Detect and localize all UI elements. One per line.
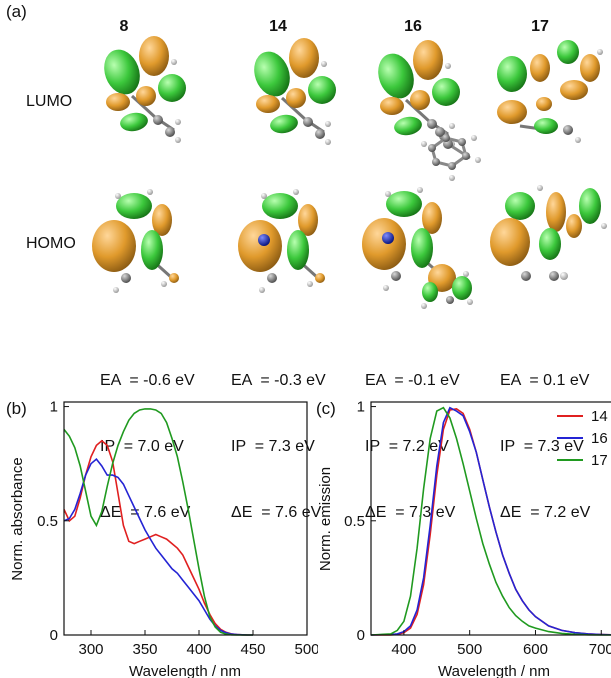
molecule-14-homo	[236, 187, 327, 295]
absorbance-series-line-1	[63, 439, 253, 636]
molecule-16-ea: EA = -0.1 eV	[365, 372, 460, 389]
molecule-8-lumo	[96, 34, 188, 145]
molecule-14-energies: EA = -0.3 eV IP = 7.3 eV ΔE = 7.6 eV	[231, 326, 326, 546]
orbital-renderings	[90, 34, 607, 309]
molecule-14-title: 14	[269, 18, 287, 35]
absorbance-plot-frame	[63, 401, 308, 636]
emission-x-tick-label: 400	[391, 641, 416, 658]
emission-series-line-17	[370, 406, 611, 636]
molecule-17-title: 17	[531, 18, 549, 35]
molecule-17-energies: EA = 0.1 eV IP = 7.3 eV ΔE = 7.2 eV	[500, 326, 590, 546]
panel-a-label: (a)	[6, 2, 27, 21]
molecule-17-ea: EA = 0.1 eV	[500, 372, 590, 389]
absorbance-x-tick-label: 450	[240, 641, 265, 658]
molecule-17-homo	[490, 185, 607, 281]
molecule-8-title: 8	[119, 18, 129, 35]
panel-b-label: (b)	[6, 399, 27, 418]
absorbance-y-tick-label: 0.5	[37, 513, 58, 530]
molecule-8-ea: EA = -0.6 eV	[100, 372, 195, 389]
absorbance-series-line-3	[63, 408, 253, 636]
molecule-17-de: ΔE = 7.2 eV	[500, 504, 591, 521]
absorbance-chart: (b) 300 350 400 450 500 0 0.5 1 Wavelength / nm…	[6, 399, 318, 678]
emission-x-axis-label: Wavelength / nm	[438, 663, 550, 678]
molecule-8-homo	[90, 187, 181, 295]
emission-series-line-16	[370, 406, 611, 636]
molecule-14-ea: EA = -0.3 eV	[231, 372, 326, 389]
emission-x-tick-label: 600	[523, 641, 548, 658]
absorbance-y-tick-label: 1	[50, 399, 58, 416]
absorbance-y-axis-label: Norm. absorbance	[9, 457, 26, 580]
molecule-16-lumo	[370, 38, 481, 181]
molecule-16-de: ΔE = 7.3 eV	[365, 504, 456, 521]
molecule-17-ip: IP = 7.3 eV	[500, 438, 584, 455]
legend-label-17: 17	[591, 452, 608, 469]
molecule-16-homo	[360, 185, 473, 309]
absorbance-x-tick-label: 350	[132, 641, 157, 658]
emission-y-tick-label: 1	[357, 399, 365, 416]
emission-chart: (c) 400 500 600 700 0 0.5 1 14 16 17 Wavelength …	[316, 399, 611, 678]
molecule-17-lumo	[497, 40, 603, 143]
emission-y-tick-label: 0.5	[344, 513, 365, 530]
legend-label-16: 16	[591, 430, 608, 447]
absorbance-series-line-2	[63, 457, 253, 636]
panel-c-label: (c)	[316, 399, 336, 418]
molecule-8-energies: EA = -0.6 eV IP = 7.0 eV ΔE = 7.6 eV	[100, 326, 195, 546]
legend-label-14: 14	[591, 408, 608, 425]
absorbance-x-tick-label: 400	[186, 641, 211, 658]
molecule-16-energies: EA = -0.1 eV IP = 7.2 eV ΔE = 7.3 eV	[365, 326, 460, 546]
emission-x-tick-label: 700	[589, 641, 611, 658]
molecule-8-de: ΔE = 7.6 eV	[100, 504, 191, 521]
absorbance-x-tick-label: 300	[78, 641, 103, 658]
absorbance-y-tick-label: 0	[50, 627, 58, 644]
absorbance-x-tick-label: 500	[294, 641, 318, 658]
molecule-8-ip: IP = 7.0 eV	[100, 438, 184, 455]
absorbance-x-axis-label: Wavelength / nm	[129, 663, 241, 678]
molecule-14-lumo	[246, 36, 338, 147]
emission-y-tick-label: 0	[357, 627, 365, 644]
emission-plot-frame	[370, 401, 611, 636]
emission-y-axis-label: Norm. emission	[317, 467, 334, 571]
emission-series-line-14	[371, 408, 611, 636]
molecule-14-ip: IP = 7.3 eV	[231, 438, 315, 455]
lumo-row-label: LUMO	[26, 93, 73, 110]
molecule-16-title: 16	[404, 18, 422, 35]
homo-row-label: HOMO	[26, 235, 76, 252]
molecule-16-ip: IP = 7.2 eV	[365, 438, 449, 455]
emission-x-tick-label: 500	[457, 641, 482, 658]
